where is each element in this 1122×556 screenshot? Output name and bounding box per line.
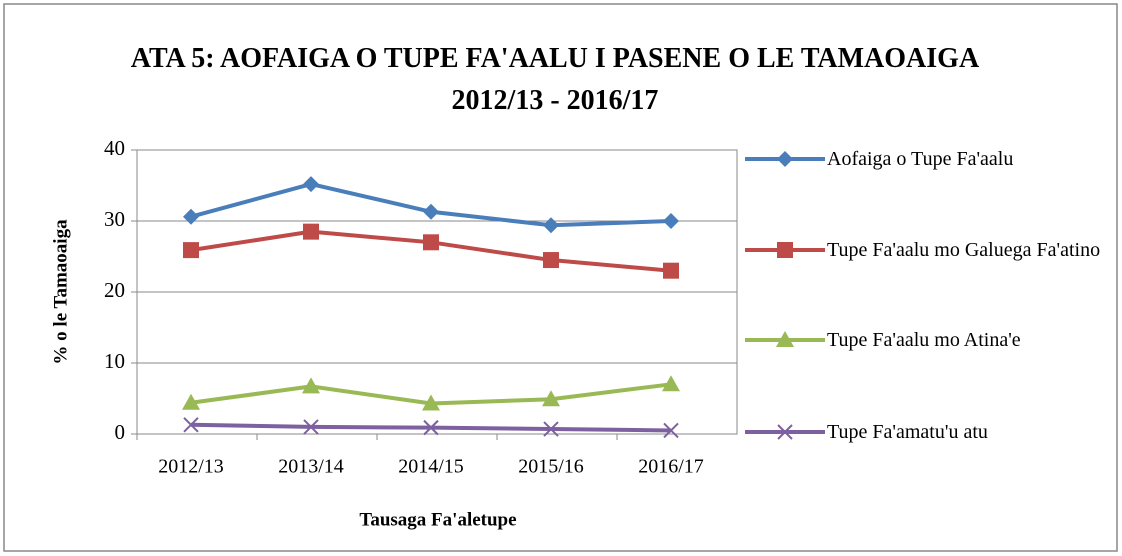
legend-item: Tupe Fa'aalu mo Atina'e — [745, 323, 1115, 357]
point — [663, 213, 679, 229]
x-tick-label: 2012/13 — [158, 456, 224, 478]
legend-label: Aofaiga o Tupe Fa'aalu — [827, 148, 1014, 170]
legend-marker — [777, 424, 793, 440]
legend-swatch — [745, 242, 825, 258]
point — [183, 208, 199, 225]
point — [423, 203, 439, 220]
legend-item: Tupe Fa'aalu mo Galuega Fa'atino — [745, 233, 1115, 267]
y-tick-label: 0 — [115, 420, 126, 444]
point — [542, 390, 560, 407]
y-tick-label: 10 — [104, 349, 125, 373]
chart-title: ATA 5: AOFAIGA O TUPE FA'AALU I PASENE O… — [130, 43, 980, 116]
point — [303, 223, 319, 240]
legend-label: Tupe Fa'aalu mo Atina'e — [827, 329, 1021, 351]
point — [422, 394, 440, 411]
legend-swatch — [745, 331, 825, 347]
legend-marker — [776, 331, 794, 347]
legend-swatch — [745, 151, 825, 167]
x-axis-title: Tausaga Fa'aletupe — [359, 509, 516, 530]
point — [663, 262, 679, 279]
point — [543, 217, 559, 234]
legend-marker — [777, 151, 793, 167]
point — [423, 419, 439, 436]
legend-marker — [777, 242, 793, 258]
x-tick-label: 2014/15 — [398, 456, 464, 478]
point — [662, 375, 680, 392]
point — [423, 234, 439, 251]
point — [543, 421, 559, 437]
point — [543, 252, 559, 269]
legend-label: Tupe Fa'aalu mo Galuega Fa'atino — [827, 239, 1101, 261]
legend-swatch — [745, 424, 825, 440]
legend-item: Tupe Fa'amatu'u atu — [745, 415, 1115, 449]
y-tick-label: 40 — [104, 136, 125, 160]
y-tick-label: 20 — [104, 278, 125, 302]
chart-border — [3, 3, 1118, 552]
legend-label: Tupe Fa'amatu'u atu — [827, 421, 988, 443]
point — [183, 242, 199, 259]
point — [183, 417, 199, 433]
point — [303, 419, 319, 435]
legend-item: Aofaiga o Tupe Fa'aalu — [745, 142, 1115, 176]
x-tick-label: 2015/16 — [518, 456, 584, 478]
y-tick-label: 30 — [104, 207, 125, 231]
point — [303, 176, 319, 193]
point — [663, 422, 679, 439]
x-tick-label: 2013/14 — [278, 456, 344, 478]
y-axis-title: % o le Tamaoaiga — [50, 219, 71, 365]
point — [182, 393, 200, 410]
point — [302, 377, 320, 394]
x-tick-label: 2016/17 — [638, 456, 704, 478]
